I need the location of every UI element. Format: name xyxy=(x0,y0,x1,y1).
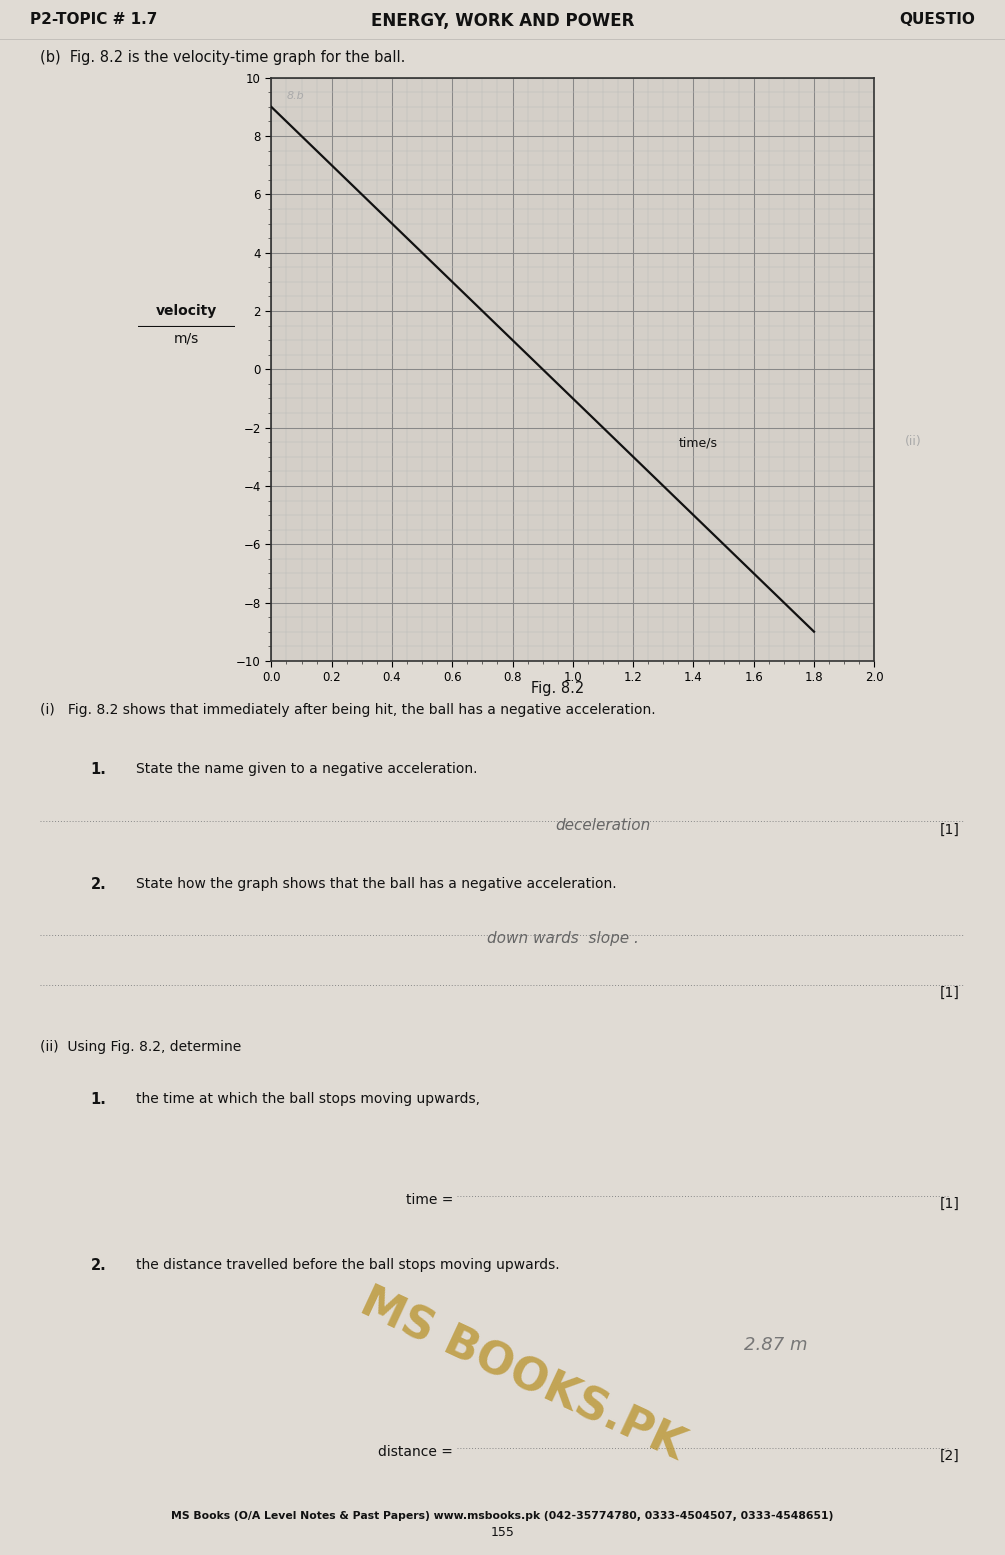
Text: down wards  slope .: down wards slope . xyxy=(486,931,639,947)
Text: time =: time = xyxy=(406,1193,457,1207)
Text: (i)   Fig. 8.2 shows that immediately after being hit, the ball has a negative a: (i) Fig. 8.2 shows that immediately afte… xyxy=(40,703,656,717)
Text: 2.: 2. xyxy=(90,877,107,893)
Text: [1]: [1] xyxy=(940,986,960,1000)
Text: P2-TOPIC # 1.7: P2-TOPIC # 1.7 xyxy=(30,12,158,28)
Text: m/s: m/s xyxy=(173,331,199,347)
Text: [2]: [2] xyxy=(940,1449,960,1463)
Text: velocity: velocity xyxy=(156,303,216,319)
Text: MS Books (O/A Level Notes & Past Papers) www.msbooks.pk (042-35774780, 0333-4504: MS Books (O/A Level Notes & Past Papers)… xyxy=(171,1511,834,1521)
Text: (ii)  Using Fig. 8.2, determine: (ii) Using Fig. 8.2, determine xyxy=(40,1040,241,1054)
Text: [1]: [1] xyxy=(940,1197,960,1211)
Text: the time at which the ball stops moving upwards,: the time at which the ball stops moving … xyxy=(136,1092,479,1106)
Text: (ii): (ii) xyxy=(904,435,922,448)
Text: MS BOOKS.PK: MS BOOKS.PK xyxy=(354,1281,691,1468)
Text: the distance travelled before the ball stops moving upwards.: the distance travelled before the ball s… xyxy=(136,1258,560,1272)
Text: 155: 155 xyxy=(490,1527,515,1539)
Text: time/s: time/s xyxy=(678,437,718,449)
Text: State the name given to a negative acceleration.: State the name given to a negative accel… xyxy=(136,762,477,776)
Text: ENERGY, WORK AND POWER: ENERGY, WORK AND POWER xyxy=(371,12,634,31)
Text: 1.: 1. xyxy=(90,1092,107,1107)
Text: distance =: distance = xyxy=(378,1445,457,1459)
Text: State how the graph shows that the ball has a negative acceleration.: State how the graph shows that the ball … xyxy=(136,877,616,891)
Text: 2.: 2. xyxy=(90,1258,107,1274)
Text: 2.87 m: 2.87 m xyxy=(744,1336,807,1354)
Text: deceleration: deceleration xyxy=(556,818,650,833)
Text: 1.: 1. xyxy=(90,762,107,778)
Text: QUESTIO: QUESTIO xyxy=(899,12,975,28)
Text: Fig. 8.2: Fig. 8.2 xyxy=(532,681,584,697)
Text: 8.b: 8.b xyxy=(286,92,305,101)
Text: (b)  Fig. 8.2 is the velocity-time graph for the ball.: (b) Fig. 8.2 is the velocity-time graph … xyxy=(40,50,406,65)
Text: [1]: [1] xyxy=(940,823,960,837)
